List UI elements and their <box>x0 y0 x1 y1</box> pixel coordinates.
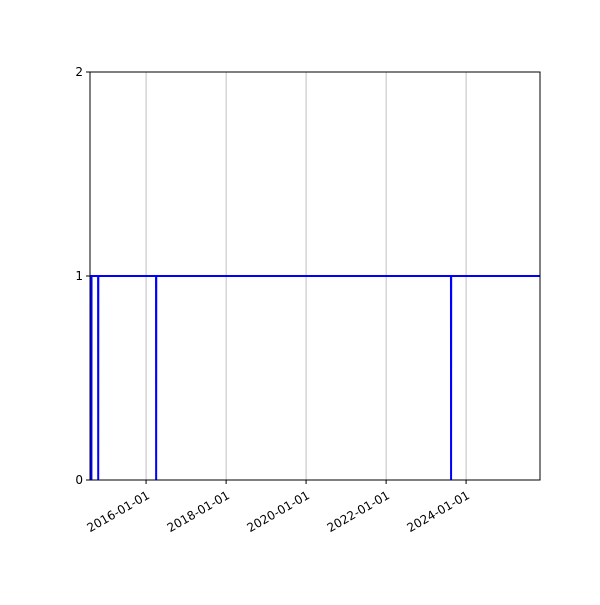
x-tick-label: 2020-01-01 <box>245 488 312 535</box>
x-axis: 2016-01-01 2018-01-01 2020-01-01 2022-01-01… <box>85 480 472 535</box>
series-line <box>90 275 540 481</box>
y-tick-label: 2 <box>75 65 83 79</box>
series-layer <box>90 275 540 481</box>
x-tick-label: 2016-01-01 <box>85 488 152 535</box>
x-tick-label: 2024-01-01 <box>405 488 472 535</box>
y-axis: 0 1 2 <box>75 65 90 487</box>
y-tick-label: 0 <box>75 473 83 487</box>
y-tick-label: 1 <box>75 269 83 283</box>
x-tick-label: 2018-01-01 <box>165 488 232 535</box>
x-tick-label: 2022-01-01 <box>325 488 392 535</box>
